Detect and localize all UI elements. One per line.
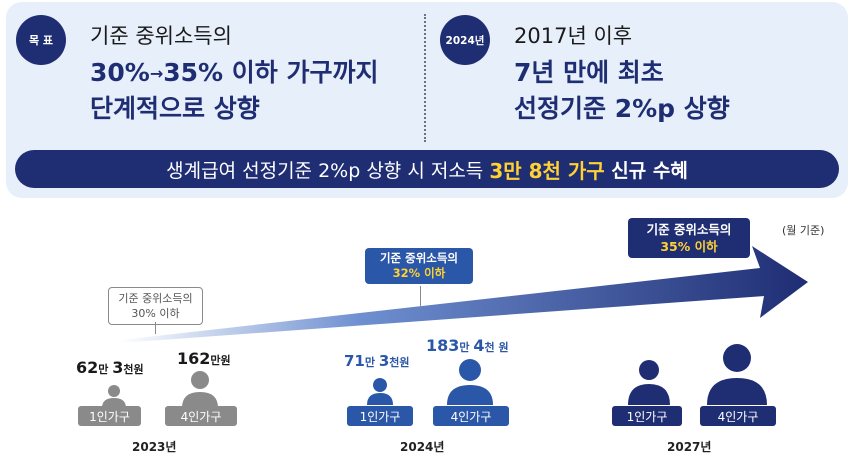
household-2027-family: 4인가구: [700, 406, 776, 426]
criteria-2027-line1: 기준 중위소득의: [646, 222, 732, 237]
banner-highlight: 3만 8천 가구: [489, 158, 605, 183]
person-icon: [628, 360, 670, 405]
amount-2024-single-unit1: 만: [364, 356, 379, 369]
amount-2024-family-num2: 4: [473, 336, 485, 355]
amount-2024-family-unit2: 천 원: [484, 341, 509, 354]
household-2024-single: 1인가구: [347, 406, 413, 426]
household-2023-family: 4인가구: [165, 406, 237, 426]
amount-2023-family: 162만원: [177, 349, 231, 368]
benefit-banner: 생계급여 선정기준 2%p 상향 시 저소득 3만 8천 가구 신규 수혜: [15, 150, 839, 188]
milestone-line-3: 선정기준 2%p 상향: [514, 94, 730, 123]
goal-subtitle: 기준 중위소득의: [90, 24, 232, 48]
amount-2023-single: 62만 3천원: [76, 358, 144, 377]
criteria-2023-line1: 기준 중위소득의: [118, 292, 193, 305]
goal-to-line: 35% 이하 가구까지: [163, 58, 379, 87]
amount-2024-single-unit2: 천원: [389, 356, 410, 369]
household-2024-family: 4인가구: [433, 406, 509, 426]
banner-suffix: 신규 수혜: [604, 159, 688, 182]
criteria-2023-line2: 30% 이하: [131, 307, 180, 320]
amount-2024-single-num2: 3: [378, 352, 390, 370]
amount-2024-family-num1: 183: [426, 336, 460, 355]
milestone-badge-label: 2024년: [445, 34, 485, 47]
milestone-line-2: 7년 만에 최초: [514, 58, 664, 87]
panel-divider: [424, 14, 426, 142]
person-icon: [182, 371, 218, 408]
year-2027: 2027년: [667, 440, 712, 454]
household-2023-single: 1인가구: [78, 406, 141, 426]
unit-note: (월 기준): [782, 224, 825, 237]
amount-2023-single-unit1: 만: [98, 363, 113, 376]
amount-2023-family-num1: 162: [177, 349, 211, 368]
criteria-2023-stem: [155, 322, 156, 334]
amount-2024-family: 183만 4천 원: [426, 336, 509, 355]
criteria-2024-line1: 기준 중위소득의: [379, 251, 459, 265]
goal-badge-label: 목 표: [28, 34, 54, 47]
criteria-2024-line2: 32% 이하: [392, 266, 446, 280]
goal-from-pct: 30%: [90, 58, 150, 87]
criteria-2027: 기준 중위소득의 35% 이하: [628, 218, 750, 258]
criteria-2027-line2: 35% 이하: [660, 239, 718, 254]
goal-arrow-icon: →: [149, 64, 164, 83]
year-2023: 2023년: [132, 440, 177, 454]
criteria-2023: 기준 중위소득의 30% 이하: [108, 287, 203, 325]
milestone-subtitle: 2017년 이후: [514, 24, 633, 48]
person-icon: [102, 385, 126, 408]
year-2024: 2024년: [400, 440, 445, 454]
amount-2023-family-unit1: 만원: [210, 354, 231, 367]
criteria-2024-stem: [420, 286, 421, 308]
household-2027-single: 1인가구: [612, 406, 682, 426]
goal-badge: 목 표: [16, 15, 66, 65]
amount-2024-single-num1: 71: [344, 352, 365, 370]
criteria-2024: 기준 중위소득의 32% 이하: [365, 248, 473, 284]
person-icon: [367, 378, 393, 405]
milestone-badge: 2024년: [440, 15, 490, 65]
amount-2023-single-unit2: 천원: [123, 363, 144, 376]
goal-line-2: 30%→35% 이하 가구까지: [90, 56, 379, 91]
person-icon: [707, 344, 767, 405]
amount-2023-single-num2: 3: [112, 358, 124, 377]
amount-2024-family-unit1: 만: [459, 341, 474, 354]
banner-prefix: 생계급여 선정기준 2%p 상향 시 저소득: [166, 159, 490, 182]
amount-2024-single: 71만 3천원: [344, 352, 410, 370]
goal-line-3: 단계적으로 상향: [90, 94, 260, 123]
amount-2023-single-num1: 62: [76, 358, 99, 377]
person-icon: [447, 359, 493, 405]
